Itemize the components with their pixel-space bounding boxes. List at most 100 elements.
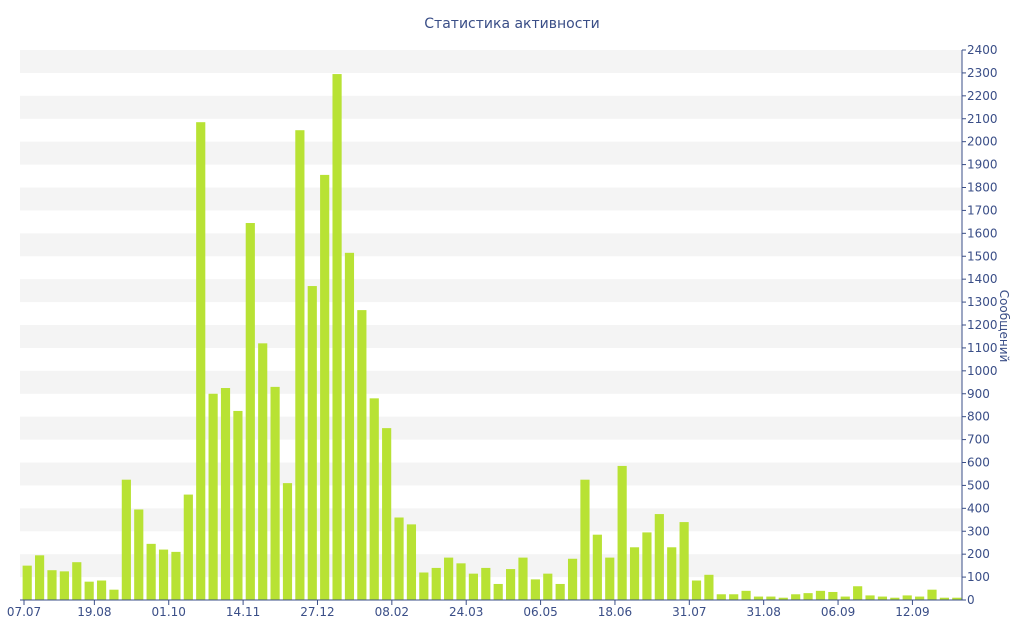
x-tick-label: 14.11: [226, 605, 260, 619]
x-tick-label: 31.07: [672, 605, 706, 619]
grid-band: [20, 50, 962, 73]
bar: [679, 522, 689, 600]
bar: [35, 555, 45, 600]
bar: [642, 532, 652, 600]
bar: [840, 596, 850, 600]
bar: [171, 551, 181, 600]
bar: [481, 567, 491, 600]
x-tick-label: 06.05: [523, 605, 557, 619]
bar: [307, 286, 317, 600]
bar: [72, 562, 82, 600]
bar: [766, 596, 776, 600]
bar: [530, 579, 540, 600]
bar: [592, 534, 602, 600]
x-tick-label: 19.08: [77, 605, 111, 619]
bar: [419, 572, 429, 600]
bar: [865, 595, 875, 600]
bar: [59, 571, 69, 600]
bar: [109, 589, 119, 600]
y-tick-label: 1700: [967, 203, 998, 217]
x-tick-label: 24.03: [449, 605, 483, 619]
bar: [456, 563, 466, 600]
bar: [952, 597, 962, 600]
bar: [667, 547, 677, 600]
bar: [394, 517, 404, 600]
bar: [369, 398, 379, 600]
chart-title: Статистика активности: [424, 16, 600, 32]
y-tick-label: 2000: [967, 135, 998, 149]
y-tick-label: 1900: [967, 158, 998, 172]
grid-band: [20, 370, 962, 394]
y-tick-label: 2400: [967, 43, 998, 57]
x-tick-label: 27.12: [300, 605, 334, 619]
bar: [543, 573, 553, 600]
y-tick-label: 100: [967, 570, 990, 584]
bar: [518, 557, 528, 600]
bar: [828, 591, 838, 600]
bar: [382, 428, 392, 600]
grid-band: [20, 95, 962, 119]
bar: [506, 569, 516, 600]
grid-band: [20, 508, 962, 532]
grid-band: [20, 187, 962, 211]
bar: [927, 589, 937, 600]
bar: [791, 594, 801, 600]
bar: [778, 597, 788, 600]
bar: [890, 597, 900, 600]
bar: [183, 494, 193, 600]
bar: [753, 596, 764, 600]
bar: [121, 479, 131, 600]
bar: [654, 514, 664, 600]
grid-band: [20, 462, 962, 486]
y-tick-label: 400: [967, 501, 990, 515]
bar: [629, 547, 640, 600]
x-tick-label: 01.10: [152, 605, 186, 619]
bar: [158, 549, 169, 600]
bar: [605, 557, 615, 600]
y-tick-label: 2200: [967, 89, 998, 103]
bar: [716, 594, 726, 600]
bar: [555, 583, 565, 600]
bar: [915, 596, 925, 600]
bar: [853, 586, 863, 600]
y-tick-label: 900: [967, 387, 990, 401]
bar: [220, 388, 231, 600]
y-tick-label: 0: [967, 593, 975, 607]
bar: [580, 479, 590, 600]
bar: [431, 567, 441, 600]
bar: [691, 580, 702, 600]
y-tick-label: 200: [967, 547, 990, 561]
bar: [729, 594, 739, 600]
y-tick-label: 1200: [967, 318, 998, 332]
axes: 0 100 200 300 400 500 600 700 800 900 1000 1100 1200…: [7, 43, 998, 619]
bar: [468, 573, 478, 600]
y-tick-label: 700: [967, 433, 990, 447]
y-tick-label: 1000: [967, 364, 998, 378]
bar-series: [22, 74, 962, 601]
bar: [233, 410, 243, 600]
x-tick-label: 06.09: [821, 605, 855, 619]
y-tick-label: 1800: [967, 181, 998, 195]
bar: [22, 565, 32, 600]
bar: [270, 386, 280, 600]
y-tick-label: 2300: [967, 66, 998, 80]
y-tick-label: 1100: [967, 341, 998, 355]
grid-band: [20, 416, 962, 440]
bar: [902, 595, 912, 600]
grid-band: [20, 233, 962, 257]
y-tick-label: 600: [967, 456, 990, 470]
bar: [320, 174, 330, 601]
grid-band: [20, 279, 962, 303]
bar: [245, 223, 255, 601]
grid-band: [20, 554, 962, 578]
grid-band: [20, 141, 962, 165]
y-tick-label: 2100: [967, 112, 998, 126]
bar: [295, 130, 305, 601]
bar: [208, 393, 218, 600]
x-tick-label: 08.02: [375, 605, 409, 619]
bar: [84, 581, 94, 600]
bar: [939, 597, 949, 600]
bar: [815, 590, 826, 600]
x-tick-label: 07.07: [7, 605, 41, 619]
